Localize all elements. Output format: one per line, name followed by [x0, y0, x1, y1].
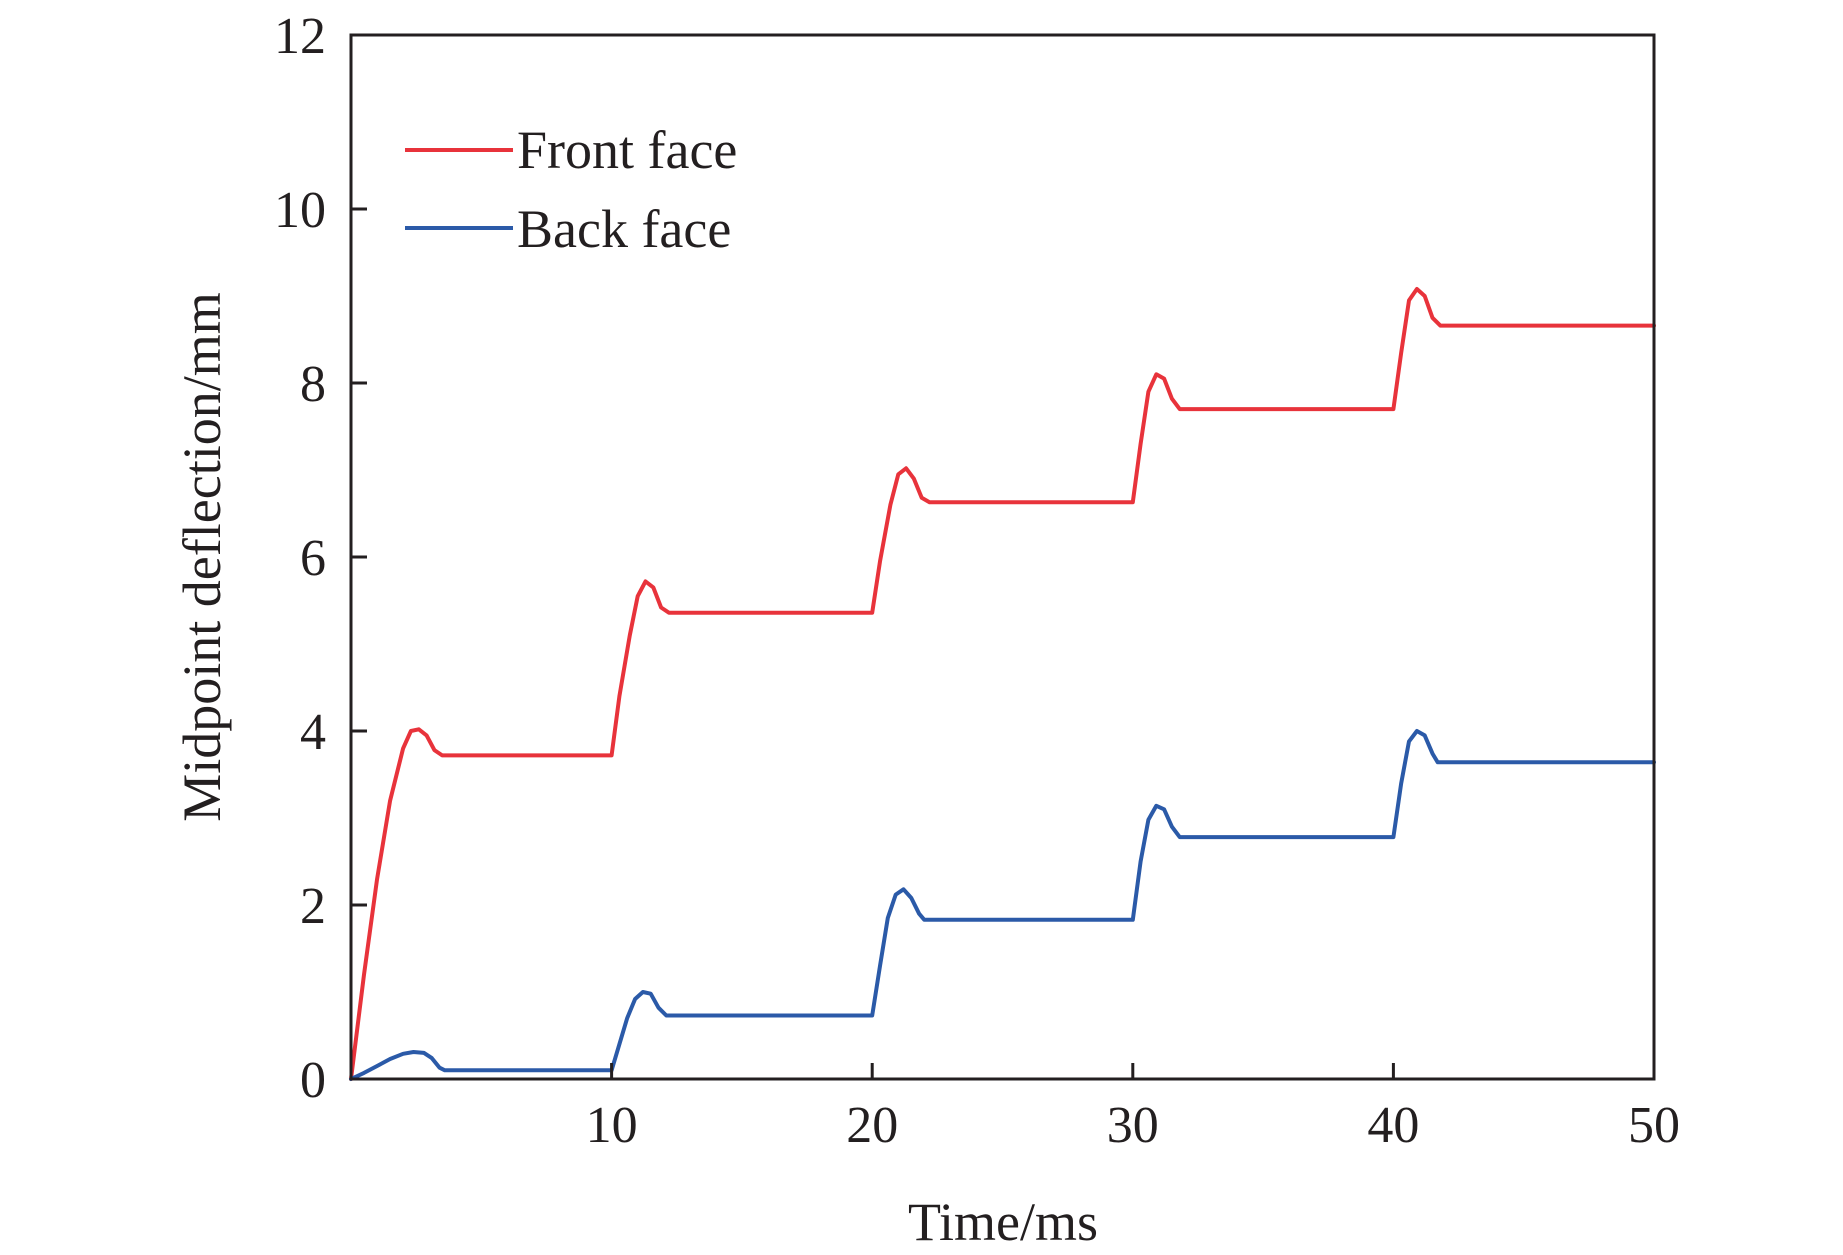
y-tick-label: 10: [274, 182, 326, 239]
legend-label-back-face: Back face: [517, 199, 731, 259]
y-axis: 0 2 4 6 8 10 12: [274, 8, 367, 1109]
y-tick-label: 2: [300, 878, 326, 935]
x-tick-label: 50: [1628, 1097, 1680, 1154]
x-tick-label: 10: [586, 1097, 638, 1154]
x-axis: 10 20 30 40 50: [586, 1063, 1680, 1154]
y-tick-label: 6: [300, 530, 326, 587]
legend: Front face Back face: [405, 120, 737, 259]
legend-label-front-face: Front face: [517, 120, 737, 180]
plot-area: [349, 287, 1656, 1081]
x-tick-label: 20: [846, 1097, 898, 1154]
series-line-front-face: [349, 287, 1656, 1081]
y-axis-title: Midpoint deflection/mm: [172, 292, 232, 821]
y-tick-label: 0: [300, 1052, 326, 1109]
x-tick-label: 40: [1367, 1097, 1419, 1154]
series-line-back-face: [349, 729, 1656, 1081]
x-tick-label: 30: [1107, 1097, 1159, 1154]
y-tick-label: 4: [300, 704, 326, 761]
x-axis-title: Time/ms: [908, 1192, 1098, 1252]
axes-frame: [349, 33, 1656, 1081]
y-tick-label: 8: [300, 356, 326, 413]
y-tick-label: 12: [274, 8, 326, 65]
